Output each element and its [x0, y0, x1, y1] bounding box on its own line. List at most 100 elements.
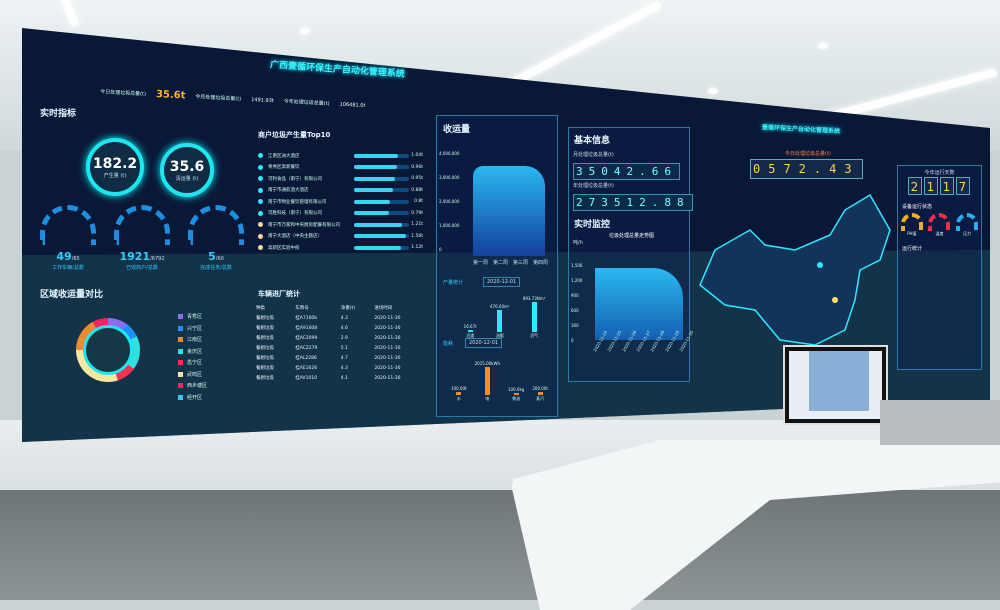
merchant-value: 0.79t — [411, 210, 423, 216]
equipment-dial: 温度 — [928, 213, 951, 237]
table-cell: 餐厨垃圾 — [256, 376, 274, 381]
section-title: 商户垃圾产生量Top10 — [258, 131, 331, 139]
production-title: 产量统计 — [443, 280, 464, 286]
y-tick: 1,200 — [571, 278, 583, 283]
ring-value: 182.2 — [92, 155, 138, 172]
district-name: 青秀区 — [187, 314, 203, 321]
merchant-name: 青秀区高新餐饮 — [268, 165, 300, 171]
district-legend-item[interactable]: 西乡塘区 — [178, 380, 207, 392]
bar-group: 476.00m³ 油脂 — [490, 304, 510, 339]
digit: 7 — [955, 177, 970, 195]
ceiling-lamp — [818, 43, 828, 49]
bar-fill — [354, 234, 407, 239]
map-marker[interactable] — [817, 262, 823, 268]
bar — [497, 310, 503, 332]
table-row: 餐厨垃圾 桂AE1626 4.3 2020-11-30 — [252, 363, 422, 373]
ring-label: 清运量 (t) — [175, 175, 199, 182]
month-total-label: 月处理垃圾总量(t) — [573, 152, 614, 158]
x-tick: 2020-11-27 — [635, 329, 652, 353]
bar-label: 蒸汽 — [536, 396, 545, 401]
table-row: 餐厨垃圾 桂A91608 4.6 2020-11-30 — [252, 323, 422, 333]
district-name: 西乡塘区 — [187, 383, 208, 390]
table-row: 餐厨垃圾 桂AV1010 4.1 2020-11-30 — [252, 373, 422, 383]
district-legend-item[interactable]: 江南区 — [178, 334, 207, 346]
table-cell: 餐厨垃圾 — [256, 326, 274, 331]
energy-date-picker[interactable]: 2020-12-01 — [465, 338, 503, 348]
district-legend-item[interactable]: 经开区 — [178, 392, 207, 404]
bar — [456, 392, 462, 395]
table-row: 餐厨垃圾 桂AC2279 5.1 2020-11-30 — [252, 343, 422, 353]
merchant-value: 0.95t — [411, 176, 423, 182]
y-tick: 900 — [571, 293, 579, 298]
district-legend-item[interactable]: 青秀区 — [178, 311, 207, 323]
district-legend-item[interactable]: 武鸣区 — [178, 369, 207, 381]
district-legend-item[interactable]: 邕宁区 — [178, 357, 207, 369]
bullet-icon — [258, 210, 263, 216]
district-name: 邕宁区 — [187, 360, 203, 367]
y-tick: 4,000,000 — [439, 151, 460, 156]
merchant-value: 0.88t — [411, 187, 423, 193]
dial-label: 压力 — [963, 231, 972, 236]
column-header: 种类 — [256, 306, 265, 311]
x-tick: 2020-11-24 — [592, 329, 609, 353]
equipment-dial: PH值 — [900, 213, 923, 237]
table-row: 餐厨垃圾 桂AL2286 4.7 2020-11-30 — [252, 353, 422, 363]
y-tick: 1,000,000 — [439, 223, 460, 228]
legend-swatch — [178, 360, 183, 366]
table-cell: 2020-11-30 — [374, 365, 401, 371]
district-name: 武鸣区 — [187, 371, 203, 378]
y-tick: 1,500 — [571, 263, 583, 268]
ceiling-lamp — [300, 28, 310, 34]
legend-swatch — [178, 383, 183, 389]
top10-item: 可胜科技（南宁）有限公司 0.79t — [258, 208, 423, 220]
digit: 1 — [939, 177, 954, 195]
merchant-value: 1.04t — [411, 153, 423, 159]
bar-value: 200.00t — [532, 386, 548, 391]
table-cell: 桂AV1010 — [295, 376, 318, 381]
top10-item: 江南区洲大酒店 1.04t — [258, 150, 423, 162]
merchant-name: 南宁市万家和中央厨房配餐有限公司 — [268, 222, 340, 228]
map-counter-label: 今日处理垃圾总量(t) — [785, 151, 831, 157]
section-title: 车辆进厂统计 — [258, 290, 300, 298]
bar-label: 水 — [456, 396, 461, 401]
table-cell: 餐厨垃圾 — [256, 316, 274, 321]
month-total-counter: 35042.66 — [573, 163, 680, 180]
equipment-rack — [880, 400, 1000, 445]
gauge-total: 65 — [73, 256, 80, 262]
days-label: 今年运行天数 — [924, 170, 955, 176]
table-cell: 4.1 — [340, 375, 348, 381]
gauge-merchants: 1921/6792 已收商户/总数 — [114, 205, 170, 271]
merchant-value: 0.8t — [414, 199, 423, 205]
district-legend-item[interactable]: 兴宁区 — [178, 323, 207, 335]
district-name: 经开区 — [187, 394, 203, 401]
table-cell: 4.3 — [340, 365, 348, 371]
table-cell: 桂AL2286 — [295, 356, 317, 361]
y-tick: 2,000,000 — [439, 199, 460, 204]
year-total-label: 年处理垃圾总量(t) — [573, 183, 614, 189]
bullet-icon — [258, 233, 263, 239]
table-cell: 餐厨垃圾 — [256, 336, 274, 341]
table-cell: 2020-11-30 — [374, 345, 401, 351]
x-tick: 2020-11-30 — [678, 329, 695, 353]
y-tick: 3,000,000 — [439, 175, 460, 180]
bar-group: 100.0kg 柴油 — [508, 387, 524, 402]
top10-item: 青秀区高新餐饮 0.96t — [258, 162, 423, 174]
gauge-value: 5 — [208, 250, 216, 263]
merchant-name: 可利食品（南宁）有限公司 — [268, 176, 322, 182]
district-legend-item[interactable]: 良庆区 — [178, 346, 207, 358]
section-title: 实时监控 — [574, 220, 611, 230]
merchant-name: 可胜科技（南宁）有限公司 — [268, 211, 322, 217]
production-date-picker[interactable]: 2020-12-01 — [483, 277, 521, 287]
table-cell: 4.7 — [340, 355, 348, 361]
bar-label: 电 — [485, 396, 490, 401]
top10-item: 南宁市物业餐饮管理有限公司 0.8t — [258, 196, 423, 208]
bar-fill — [354, 211, 389, 216]
digit: 1 — [923, 177, 938, 195]
y-tick: 600 — [571, 308, 579, 313]
bar-track — [354, 211, 409, 216]
map-marker[interactable] — [832, 297, 838, 303]
table-cell: 2020-11-30 — [374, 325, 401, 331]
bar-value: 893.73Nm³ — [522, 296, 546, 301]
ceiling-lamp — [708, 88, 718, 94]
x-tick: 第一周 — [473, 260, 489, 266]
